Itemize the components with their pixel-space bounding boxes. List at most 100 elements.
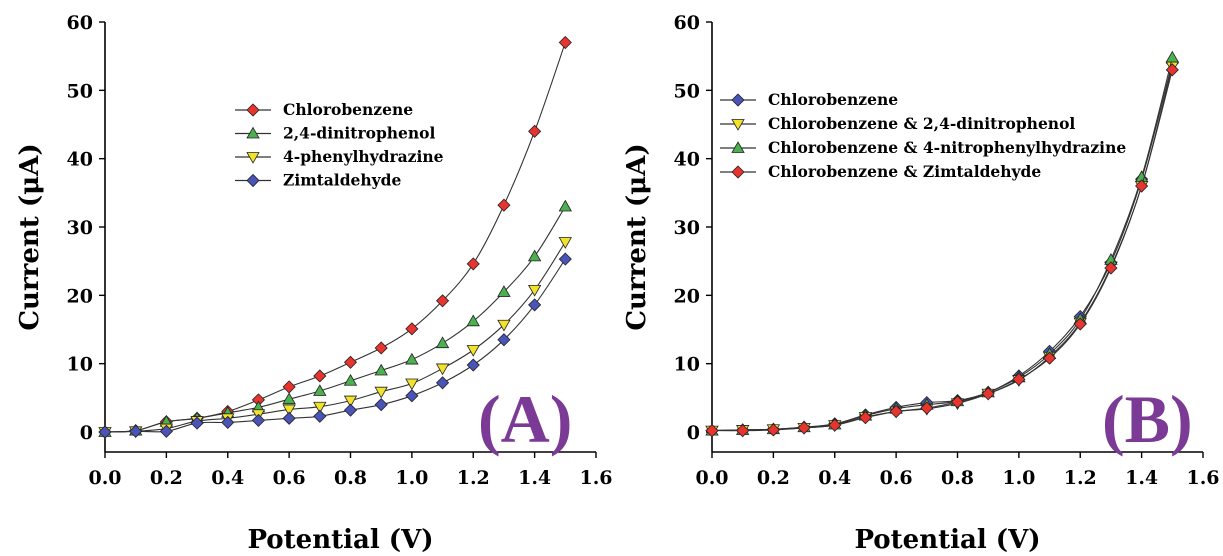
data-point — [313, 401, 327, 414]
data-point — [435, 336, 450, 349]
y-tick-label: 10 — [674, 354, 700, 376]
y-tick-label: 20 — [67, 285, 93, 307]
data-point — [374, 363, 388, 376]
data-point — [950, 395, 965, 409]
y-tick-label: 0 — [80, 422, 93, 444]
data-point — [858, 411, 873, 425]
data-point — [497, 333, 511, 347]
y-axis-title: Current (μA) — [15, 143, 45, 330]
x-tick-label: 1.6 — [579, 467, 612, 489]
y-tick-label: 50 — [67, 80, 93, 102]
y-tick-label: 60 — [67, 12, 93, 34]
data-point — [313, 409, 327, 423]
panel-letter: (B) — [1102, 381, 1193, 457]
data-point — [527, 249, 542, 262]
legend-marker — [731, 119, 745, 131]
x-tick-label: 1.4 — [1125, 467, 1158, 489]
data-point — [98, 425, 112, 439]
data-point — [221, 415, 235, 429]
data-point — [705, 424, 719, 438]
legend-label: Chlorobenzene & 4-nitrophenylhydrazine — [768, 138, 1126, 157]
data-point — [343, 355, 358, 369]
legend-marker — [246, 126, 260, 139]
y-tick-label: 60 — [674, 12, 700, 34]
x-tick-label: 0.4 — [211, 467, 244, 489]
data-point — [920, 401, 934, 415]
data-point — [1012, 372, 1026, 386]
data-point — [828, 418, 842, 432]
x-tick-label: 1.4 — [518, 467, 551, 489]
data-point — [374, 398, 388, 412]
y-tick-label: 30 — [674, 217, 700, 239]
legend-marker — [246, 103, 260, 117]
data-point — [159, 424, 173, 438]
x-tick-label: 1.0 — [1002, 467, 1035, 489]
data-point — [497, 285, 511, 297]
data-point — [558, 199, 573, 212]
data-point — [981, 387, 995, 401]
x-tick-label: 0.8 — [334, 467, 367, 489]
legend-marker — [731, 141, 745, 153]
x-tick-label: 0.2 — [757, 467, 790, 489]
legend-marker — [246, 173, 260, 188]
x-axis-title: Potential (V) — [247, 525, 433, 555]
y-tick-label: 20 — [674, 285, 700, 307]
data-point — [405, 378, 419, 391]
data-point — [405, 352, 419, 365]
x-tick-label: 0.4 — [818, 467, 851, 489]
x-tick-label: 0.2 — [150, 467, 183, 489]
x-tick-label: 0.8 — [941, 467, 974, 489]
x-tick-label: 0.0 — [88, 467, 121, 489]
data-point — [1073, 317, 1087, 331]
series-line — [104, 241, 566, 433]
legend-label: Chlorobenzene — [283, 100, 413, 119]
legend-label: Chlorobenzene — [768, 90, 898, 109]
data-point — [797, 421, 811, 435]
data-point — [466, 345, 480, 357]
data-point — [466, 257, 480, 271]
y-tick-label: 30 — [67, 217, 93, 239]
data-point — [129, 424, 143, 438]
legend-label: 4-phenylhydrazine — [283, 147, 444, 166]
data-point — [313, 384, 327, 396]
x-tick-label: 1.0 — [395, 467, 428, 489]
y-tick-label: 50 — [674, 80, 700, 102]
legend-label: Chlorobenzene & Zimtaldehyde — [768, 162, 1041, 181]
data-point — [190, 416, 204, 430]
data-point — [466, 358, 480, 372]
data-point — [282, 392, 296, 405]
x-tick-label: 1.2 — [1064, 467, 1097, 489]
data-point — [528, 124, 542, 138]
x-tick-label: 1.6 — [1186, 467, 1219, 489]
data-point — [466, 314, 480, 327]
data-point — [889, 404, 903, 419]
data-point — [435, 363, 450, 376]
x-tick-label: 0.6 — [273, 467, 306, 489]
data-point — [343, 373, 358, 386]
data-point — [558, 35, 572, 50]
legend-marker — [731, 93, 745, 107]
legend-label: Zimtaldehyde — [283, 171, 402, 190]
legend-label: 2,4-dinitrophenol — [283, 124, 436, 143]
y-tick-label: 40 — [674, 149, 700, 171]
data-point — [1135, 179, 1149, 193]
data-point — [251, 413, 266, 427]
data-point — [766, 423, 780, 437]
y-tick-label: 10 — [67, 354, 93, 376]
panel-letter: (A) — [478, 381, 572, 457]
data-point — [1165, 50, 1180, 63]
legend-label: Chlorobenzene & 2,4-dinitrophenol — [768, 114, 1075, 133]
data-point — [405, 389, 419, 403]
data-point — [435, 294, 450, 308]
data-point — [736, 424, 750, 438]
legend-marker — [731, 165, 745, 179]
y-tick-label: 40 — [67, 149, 93, 171]
data-point — [497, 198, 511, 212]
data-point — [282, 380, 296, 394]
data-point — [527, 284, 542, 297]
series-line — [104, 258, 566, 433]
data-point — [374, 386, 388, 399]
x-tick-label: 0.6 — [880, 467, 913, 489]
data-point — [435, 376, 450, 390]
